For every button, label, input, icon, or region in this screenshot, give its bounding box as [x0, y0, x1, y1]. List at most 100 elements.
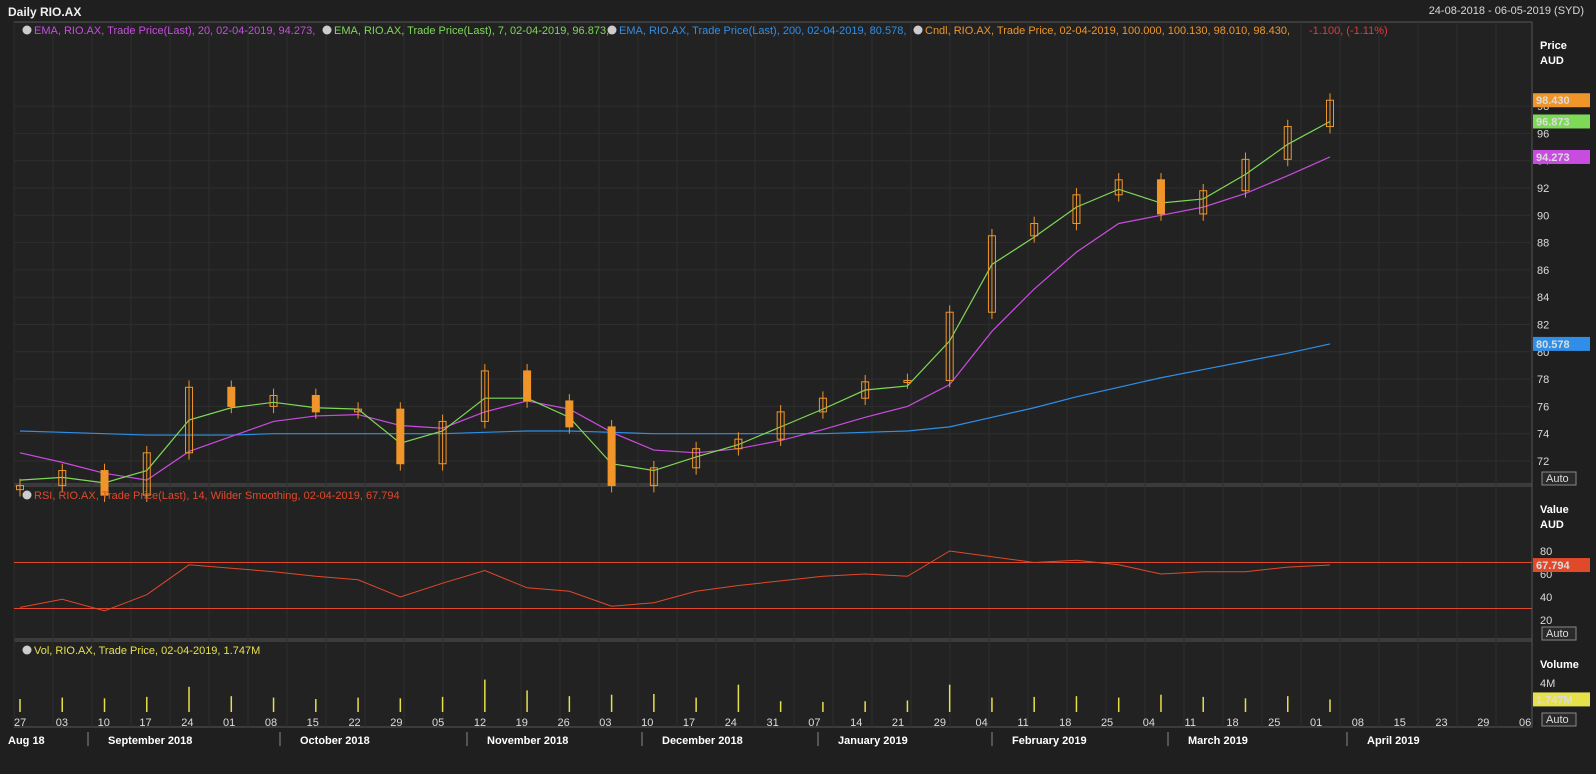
rsi-last-text: 67.794 — [1536, 560, 1571, 572]
candle-body — [1326, 99, 1334, 128]
time-month-label: April 2019 — [1367, 735, 1420, 747]
info-icon[interactable] — [913, 25, 923, 35]
price-tick-label: 86 — [1537, 265, 1549, 277]
ema-200-series — [19, 343, 1331, 436]
candle-body — [903, 379, 912, 383]
info-icon[interactable] — [322, 25, 332, 35]
candle-body — [1072, 194, 1081, 224]
price-tick-label: 84 — [1537, 292, 1549, 304]
time-day-label: 21 — [892, 717, 904, 729]
candle-body — [58, 470, 67, 487]
svg-text:Auto: Auto — [1546, 473, 1569, 485]
svg-text:Auto: Auto — [1546, 628, 1569, 640]
time-day-label: 17 — [683, 717, 695, 729]
time-day-label: 10 — [641, 717, 653, 729]
legend-volume: Vol, RIO.AX, Trade Price, 02-04-2019, 1.… — [34, 645, 260, 657]
time-day-label: 26 — [557, 717, 569, 729]
volume-series — [19, 679, 1331, 712]
last-value-text: 94.273 — [1536, 152, 1570, 164]
time-day-label: 01 — [1310, 717, 1322, 729]
price-tick-label: 74 — [1537, 429, 1549, 441]
legend-change: -1.100, (-1.11%) — [1309, 25, 1388, 37]
volume-tick-label: 4M — [1540, 678, 1555, 690]
legend-rsi: RSI, RIO.AX, Trade Price(Last), 14, Wild… — [34, 490, 400, 502]
svg-text:Auto: Auto — [1546, 714, 1569, 726]
time-day-label: 04 — [976, 717, 988, 729]
candle-body — [311, 394, 320, 413]
candle-body — [480, 370, 489, 422]
legend-ema7: EMA, RIO.AX, Trade Price(Last), 7, 02-04… — [334, 25, 609, 37]
candle-body — [142, 452, 151, 496]
last-value-badge — [1533, 149, 1590, 164]
candle-body — [1114, 179, 1123, 196]
time-day-label: 07 — [808, 717, 820, 729]
grid — [13, 22, 1532, 727]
price-tick-label: 76 — [1537, 401, 1549, 413]
candle-body — [649, 467, 658, 487]
chart-title: Daily RIO.AX — [8, 5, 82, 19]
last-value-text: 98.430 — [1536, 95, 1570, 107]
date-range: 24-08-2018 - 06-05-2019 (SYD) — [1428, 5, 1584, 17]
candle-body — [776, 411, 785, 440]
time-day-label: 24 — [181, 717, 193, 729]
time-day-label: 01 — [223, 717, 235, 729]
candle-body — [987, 235, 996, 313]
legend-candles: Cndl, RIO.AX, Trade Price, 02-04-2019, 1… — [925, 25, 1290, 37]
rsi-series — [14, 550, 1532, 612]
window-header: Daily RIO.AX 24-08-2018 - 06-05-2019 (SY… — [0, 0, 1596, 22]
info-icon[interactable] — [607, 25, 617, 35]
time-month-label: December 2018 — [662, 735, 743, 747]
info-icon[interactable] — [22, 490, 32, 500]
info-icon[interactable] — [22, 645, 32, 655]
ema-20-series — [19, 156, 1331, 481]
candle-body — [734, 438, 743, 450]
last-value-text: 80.578 — [1536, 339, 1570, 351]
candle-body — [1283, 126, 1292, 160]
rsi-axis-title: Value — [1540, 504, 1569, 516]
price-axis-unit: AUD — [1540, 55, 1564, 67]
candle-body — [565, 400, 574, 428]
time-day-label: 31 — [767, 717, 779, 729]
candle-body — [354, 408, 363, 413]
time-day-label: 17 — [139, 717, 151, 729]
time-axis: 27 03 10 17 24 01 08 15 22 29 05 12 19 26 03 10 17 24 31 07… — [8, 717, 1531, 747]
candlestick-series — [16, 93, 1334, 502]
candle-body — [1199, 190, 1208, 215]
legend-ema20: EMA, RIO.AX, Trade Price(Last), 20, 02-0… — [34, 25, 315, 37]
time-day-label: 29 — [390, 717, 402, 729]
time-day-label: 18 — [1226, 717, 1238, 729]
candle-body — [185, 386, 194, 454]
rsi-auto-button[interactable]: Auto — [1541, 626, 1577, 641]
time-day-label: 04 — [1143, 717, 1155, 729]
price-auto-button[interactable]: Auto — [1541, 471, 1577, 486]
last-value-badge — [1533, 336, 1590, 351]
volume-legend: Vol, RIO.AX, Trade Price, 02-04-2019, 1.… — [22, 645, 260, 657]
candle-body — [1030, 222, 1039, 237]
rsi-tick-label: 40 — [1540, 592, 1552, 604]
rsi-legend: RSI, RIO.AX, Trade Price(Last), 14, Wild… — [22, 490, 400, 502]
info-icon[interactable] — [22, 25, 32, 35]
volume-last-text: 1.747M — [1536, 694, 1573, 706]
time-day-label: 15 — [307, 717, 319, 729]
time-day-label: 23 — [1435, 717, 1447, 729]
time-day-label: 05 — [432, 717, 444, 729]
last-value-badges: 98.430 96.873 94.273 80.578 67.794 1.747M — [1533, 93, 1590, 707]
rsi-tick-label: 20 — [1540, 615, 1552, 627]
series-line-ema-200 — [19, 343, 1331, 436]
time-day-label: 11 — [1185, 717, 1196, 729]
rsi-axis-unit: AUD — [1540, 519, 1564, 531]
last-value-badge — [1533, 93, 1590, 108]
time-day-label: 25 — [1268, 717, 1280, 729]
volume-auto-button[interactable]: Auto — [1541, 712, 1577, 727]
time-day-label: 12 — [474, 717, 486, 729]
candle-body — [523, 370, 532, 402]
candle-body — [692, 448, 701, 469]
candle-body — [100, 470, 109, 496]
price-tick-label: 88 — [1537, 238, 1549, 250]
time-month-label: March 2019 — [1188, 735, 1248, 747]
time-day-label: 22 — [348, 717, 360, 729]
time-day-label: 03 — [56, 717, 68, 729]
candle-body — [396, 408, 405, 465]
time-month-label: November 2018 — [487, 735, 568, 747]
